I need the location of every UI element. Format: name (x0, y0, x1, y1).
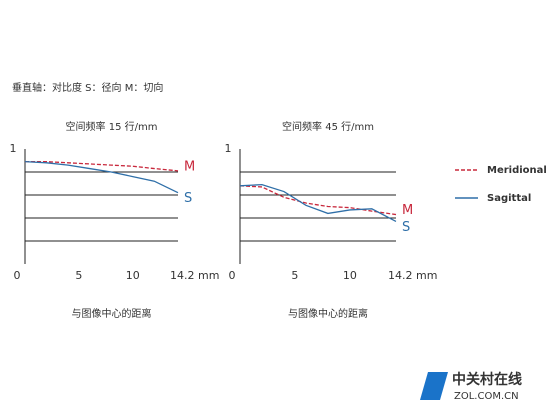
x-tick-label: 0 (229, 269, 236, 282)
legend-label: Sagittal (487, 193, 531, 204)
x-tick-label: 10 (343, 269, 357, 282)
watermark: 中关村在线 ZOL.COM.CN (420, 371, 522, 402)
series-line (239, 185, 397, 216)
x-tick-label: 0 (14, 269, 21, 282)
x-axis-label: 与图像中心的距离 (288, 307, 368, 320)
y-tick-label: 1 (225, 142, 232, 155)
watermark-title: 中关村在线 (452, 371, 522, 388)
logo-mark (420, 372, 448, 400)
x-tick-label: 5 (291, 269, 298, 282)
series-end-label: S (184, 191, 192, 206)
series-line (239, 183, 397, 223)
legend-label: Meridional (487, 165, 547, 176)
x-tick-label: 14.2 mm (388, 269, 437, 282)
y-tick-label: 1 (10, 142, 17, 155)
watermark-url: ZOL.COM.CN (454, 391, 519, 402)
x-tick-label: 10 (126, 269, 140, 282)
series-end-label: M (402, 203, 413, 218)
series-end-label: M (184, 159, 195, 174)
series-end-label: S (402, 220, 410, 235)
x-axis-label: 与图像中心的距离 (72, 307, 152, 320)
series-line (24, 161, 179, 194)
x-tick-label: 5 (75, 269, 82, 282)
series-line (25, 161, 179, 172)
note: 垂直轴：对比度 S：径向 M：切向 (12, 81, 163, 94)
x-tick-label: 14.2 mm (170, 269, 219, 282)
chart-title: 空间频率 45 行/mm (282, 120, 374, 133)
chart-title: 空间频率 15 行/mm (66, 120, 158, 133)
